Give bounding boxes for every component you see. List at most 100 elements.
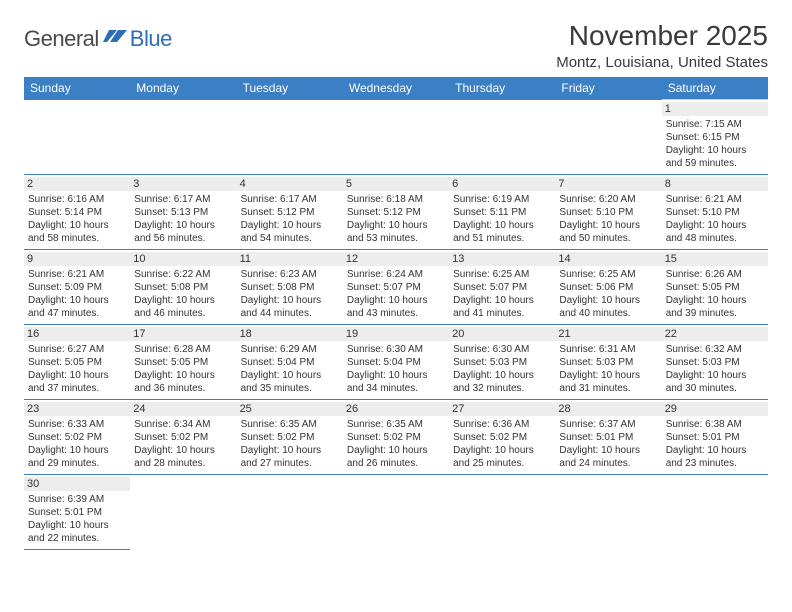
logo-text-blue: Blue	[130, 26, 172, 52]
day-number: 20	[449, 327, 555, 341]
day-cell	[130, 100, 236, 175]
day-number: 23	[24, 402, 130, 416]
day-details: Sunrise: 6:17 AMSunset: 5:13 PMDaylight:…	[134, 193, 232, 245]
day-cell: 6 Sunrise: 6:19 AMSunset: 5:11 PMDaylight…	[449, 175, 555, 250]
day-header: Monday	[130, 77, 236, 100]
day-details: Sunrise: 6:34 AMSunset: 5:02 PMDaylight:…	[134, 418, 232, 470]
day-number: 30	[24, 477, 130, 491]
day-cell: 28 Sunrise: 6:37 AMSunset: 5:01 PMDayligh…	[555, 400, 661, 475]
day-cell: 8 Sunrise: 6:21 AMSunset: 5:10 PMDaylight…	[662, 175, 768, 250]
month-title: November 2025	[556, 20, 768, 52]
day-number: 4	[237, 177, 343, 191]
week-row: 9Sunrise: 6:21 AMSunset: 5:09 PMDaylight…	[24, 250, 768, 325]
day-details: Sunrise: 6:28 AMSunset: 5:05 PMDaylight:…	[134, 343, 232, 395]
day-cell	[449, 475, 555, 550]
day-header: Friday	[555, 77, 661, 100]
calendar-body: 1Sunrise: 7:15 AMSunset: 6:15 PMDaylight…	[24, 100, 768, 550]
day-number: 28	[555, 402, 661, 416]
day-details: Sunrise: 6:24 AMSunset: 5:07 PMDaylight:…	[347, 268, 445, 320]
day-details: Sunrise: 6:31 AMSunset: 5:03 PMDaylight:…	[559, 343, 657, 395]
day-cell: 9Sunrise: 6:21 AMSunset: 5:09 PMDaylight…	[24, 250, 130, 325]
day-cell	[343, 100, 449, 175]
day-cell: 30 Sunrise: 6:39 AMSunset: 5:01 PMDayligh…	[24, 475, 130, 550]
day-details: Sunrise: 6:19 AMSunset: 5:11 PMDaylight:…	[453, 193, 551, 245]
flag-icon	[103, 28, 127, 51]
header: General Blue November 2025 Montz, Louisi…	[24, 20, 768, 71]
day-number: 21	[555, 327, 661, 341]
title-block: November 2025 Montz, Louisiana, United S…	[556, 20, 768, 71]
day-number: 8	[662, 177, 768, 191]
day-details: Sunrise: 6:22 AMSunset: 5:08 PMDaylight:…	[134, 268, 232, 320]
day-number: 29	[662, 402, 768, 416]
day-number: 6	[449, 177, 555, 191]
day-cell: 5Sunrise: 6:18 AMSunset: 5:12 PMDaylight…	[343, 175, 449, 250]
day-details: Sunrise: 6:25 AMSunset: 5:07 PMDaylight:…	[453, 268, 551, 320]
day-details: Sunrise: 6:39 AMSunset: 5:01 PMDaylight:…	[28, 493, 126, 545]
day-details: Sunrise: 6:36 AMSunset: 5:02 PMDaylight:…	[453, 418, 551, 470]
day-cell: 1Sunrise: 7:15 AMSunset: 6:15 PMDaylight…	[662, 100, 768, 175]
day-cell	[24, 100, 130, 175]
location: Montz, Louisiana, United States	[556, 54, 768, 71]
day-details: Sunrise: 6:33 AMSunset: 5:02 PMDaylight:…	[28, 418, 126, 470]
logo: General Blue	[24, 26, 172, 52]
day-cell: 10Sunrise: 6:22 AMSunset: 5:08 PMDayligh…	[130, 250, 236, 325]
day-details: Sunrise: 6:38 AMSunset: 5:01 PMDaylight:…	[666, 418, 764, 470]
day-cell: 26 Sunrise: 6:35 AMSunset: 5:02 PMDayligh…	[343, 400, 449, 475]
day-number: 19	[343, 327, 449, 341]
day-details: Sunrise: 6:35 AMSunset: 5:02 PMDaylight:…	[241, 418, 339, 470]
day-details: Sunrise: 6:35 AMSunset: 5:02 PMDaylight:…	[347, 418, 445, 470]
day-details: Sunrise: 6:25 AMSunset: 5:06 PMDaylight:…	[559, 268, 657, 320]
day-cell: 20Sunrise: 6:30 AMSunset: 5:03 PMDayligh…	[449, 325, 555, 400]
day-details: Sunrise: 6:27 AMSunset: 5:05 PMDaylight:…	[28, 343, 126, 395]
day-cell: 4 Sunrise: 6:17 AMSunset: 5:12 PMDaylight…	[237, 175, 343, 250]
day-details: Sunrise: 6:16 AMSunset: 5:14 PMDaylight:…	[28, 193, 126, 245]
day-details: Sunrise: 6:21 AMSunset: 5:09 PMDaylight:…	[28, 268, 126, 320]
day-cell: 14 Sunrise: 6:25 AMSunset: 5:06 PMDayligh…	[555, 250, 661, 325]
day-cell: 15 Sunrise: 6:26 AMSunset: 5:05 PMDayligh…	[662, 250, 768, 325]
day-number: 27	[449, 402, 555, 416]
day-cell: 22Sunrise: 6:32 AMSunset: 5:03 PMDayligh…	[662, 325, 768, 400]
day-cell: 16 Sunrise: 6:27 AMSunset: 5:05 PMDayligh…	[24, 325, 130, 400]
week-row: 1Sunrise: 7:15 AMSunset: 6:15 PMDaylight…	[24, 100, 768, 175]
day-details: Sunrise: 6:17 AMSunset: 5:12 PMDaylight:…	[241, 193, 339, 245]
day-cell: 21 Sunrise: 6:31 AMSunset: 5:03 PMDayligh…	[555, 325, 661, 400]
day-header: Tuesday	[237, 77, 343, 100]
day-number: 16	[24, 327, 130, 341]
day-number: 11	[237, 252, 343, 266]
day-header: Sunday	[24, 77, 130, 100]
day-cell	[130, 475, 236, 550]
day-number: 24	[130, 402, 236, 416]
day-cell: 25 Sunrise: 6:35 AMSunset: 5:02 PMDayligh…	[237, 400, 343, 475]
day-cell: 7Sunrise: 6:20 AMSunset: 5:10 PMDaylight…	[555, 175, 661, 250]
day-number: 14	[555, 252, 661, 266]
week-row: 23 Sunrise: 6:33 AMSunset: 5:02 PMDayligh…	[24, 400, 768, 475]
day-details: Sunrise: 6:26 AMSunset: 5:05 PMDaylight:…	[666, 268, 764, 320]
week-row: 16 Sunrise: 6:27 AMSunset: 5:05 PMDayligh…	[24, 325, 768, 400]
day-cell: 18Sunrise: 6:29 AMSunset: 5:04 PMDayligh…	[237, 325, 343, 400]
day-number: 25	[237, 402, 343, 416]
day-cell: 3 Sunrise: 6:17 AMSunset: 5:13 PMDaylight…	[130, 175, 236, 250]
day-number: 17	[130, 327, 236, 341]
day-number: 26	[343, 402, 449, 416]
week-row: 2 Sunrise: 6:16 AMSunset: 5:14 PMDaylight…	[24, 175, 768, 250]
day-number: 22	[662, 327, 768, 341]
day-header-row: Sunday Monday Tuesday Wednesday Thursday…	[24, 77, 768, 100]
logo-text-general: General	[24, 26, 99, 52]
day-number: 3	[130, 177, 236, 191]
day-cell	[449, 100, 555, 175]
day-details: Sunrise: 6:37 AMSunset: 5:01 PMDaylight:…	[559, 418, 657, 470]
day-cell: 12Sunrise: 6:24 AMSunset: 5:07 PMDayligh…	[343, 250, 449, 325]
day-cell: 13 Sunrise: 6:25 AMSunset: 5:07 PMDayligh…	[449, 250, 555, 325]
day-cell: 17 Sunrise: 6:28 AMSunset: 5:05 PMDayligh…	[130, 325, 236, 400]
day-details: Sunrise: 6:21 AMSunset: 5:10 PMDaylight:…	[666, 193, 764, 245]
day-number: 5	[343, 177, 449, 191]
day-cell: 11Sunrise: 6:23 AMSunset: 5:08 PMDayligh…	[237, 250, 343, 325]
day-header: Thursday	[449, 77, 555, 100]
day-number: 13	[449, 252, 555, 266]
day-header: Wednesday	[343, 77, 449, 100]
day-number: 15	[662, 252, 768, 266]
day-cell	[237, 475, 343, 550]
day-cell: 29 Sunrise: 6:38 AMSunset: 5:01 PMDayligh…	[662, 400, 768, 475]
day-cell	[343, 475, 449, 550]
day-number: 2	[24, 177, 130, 191]
